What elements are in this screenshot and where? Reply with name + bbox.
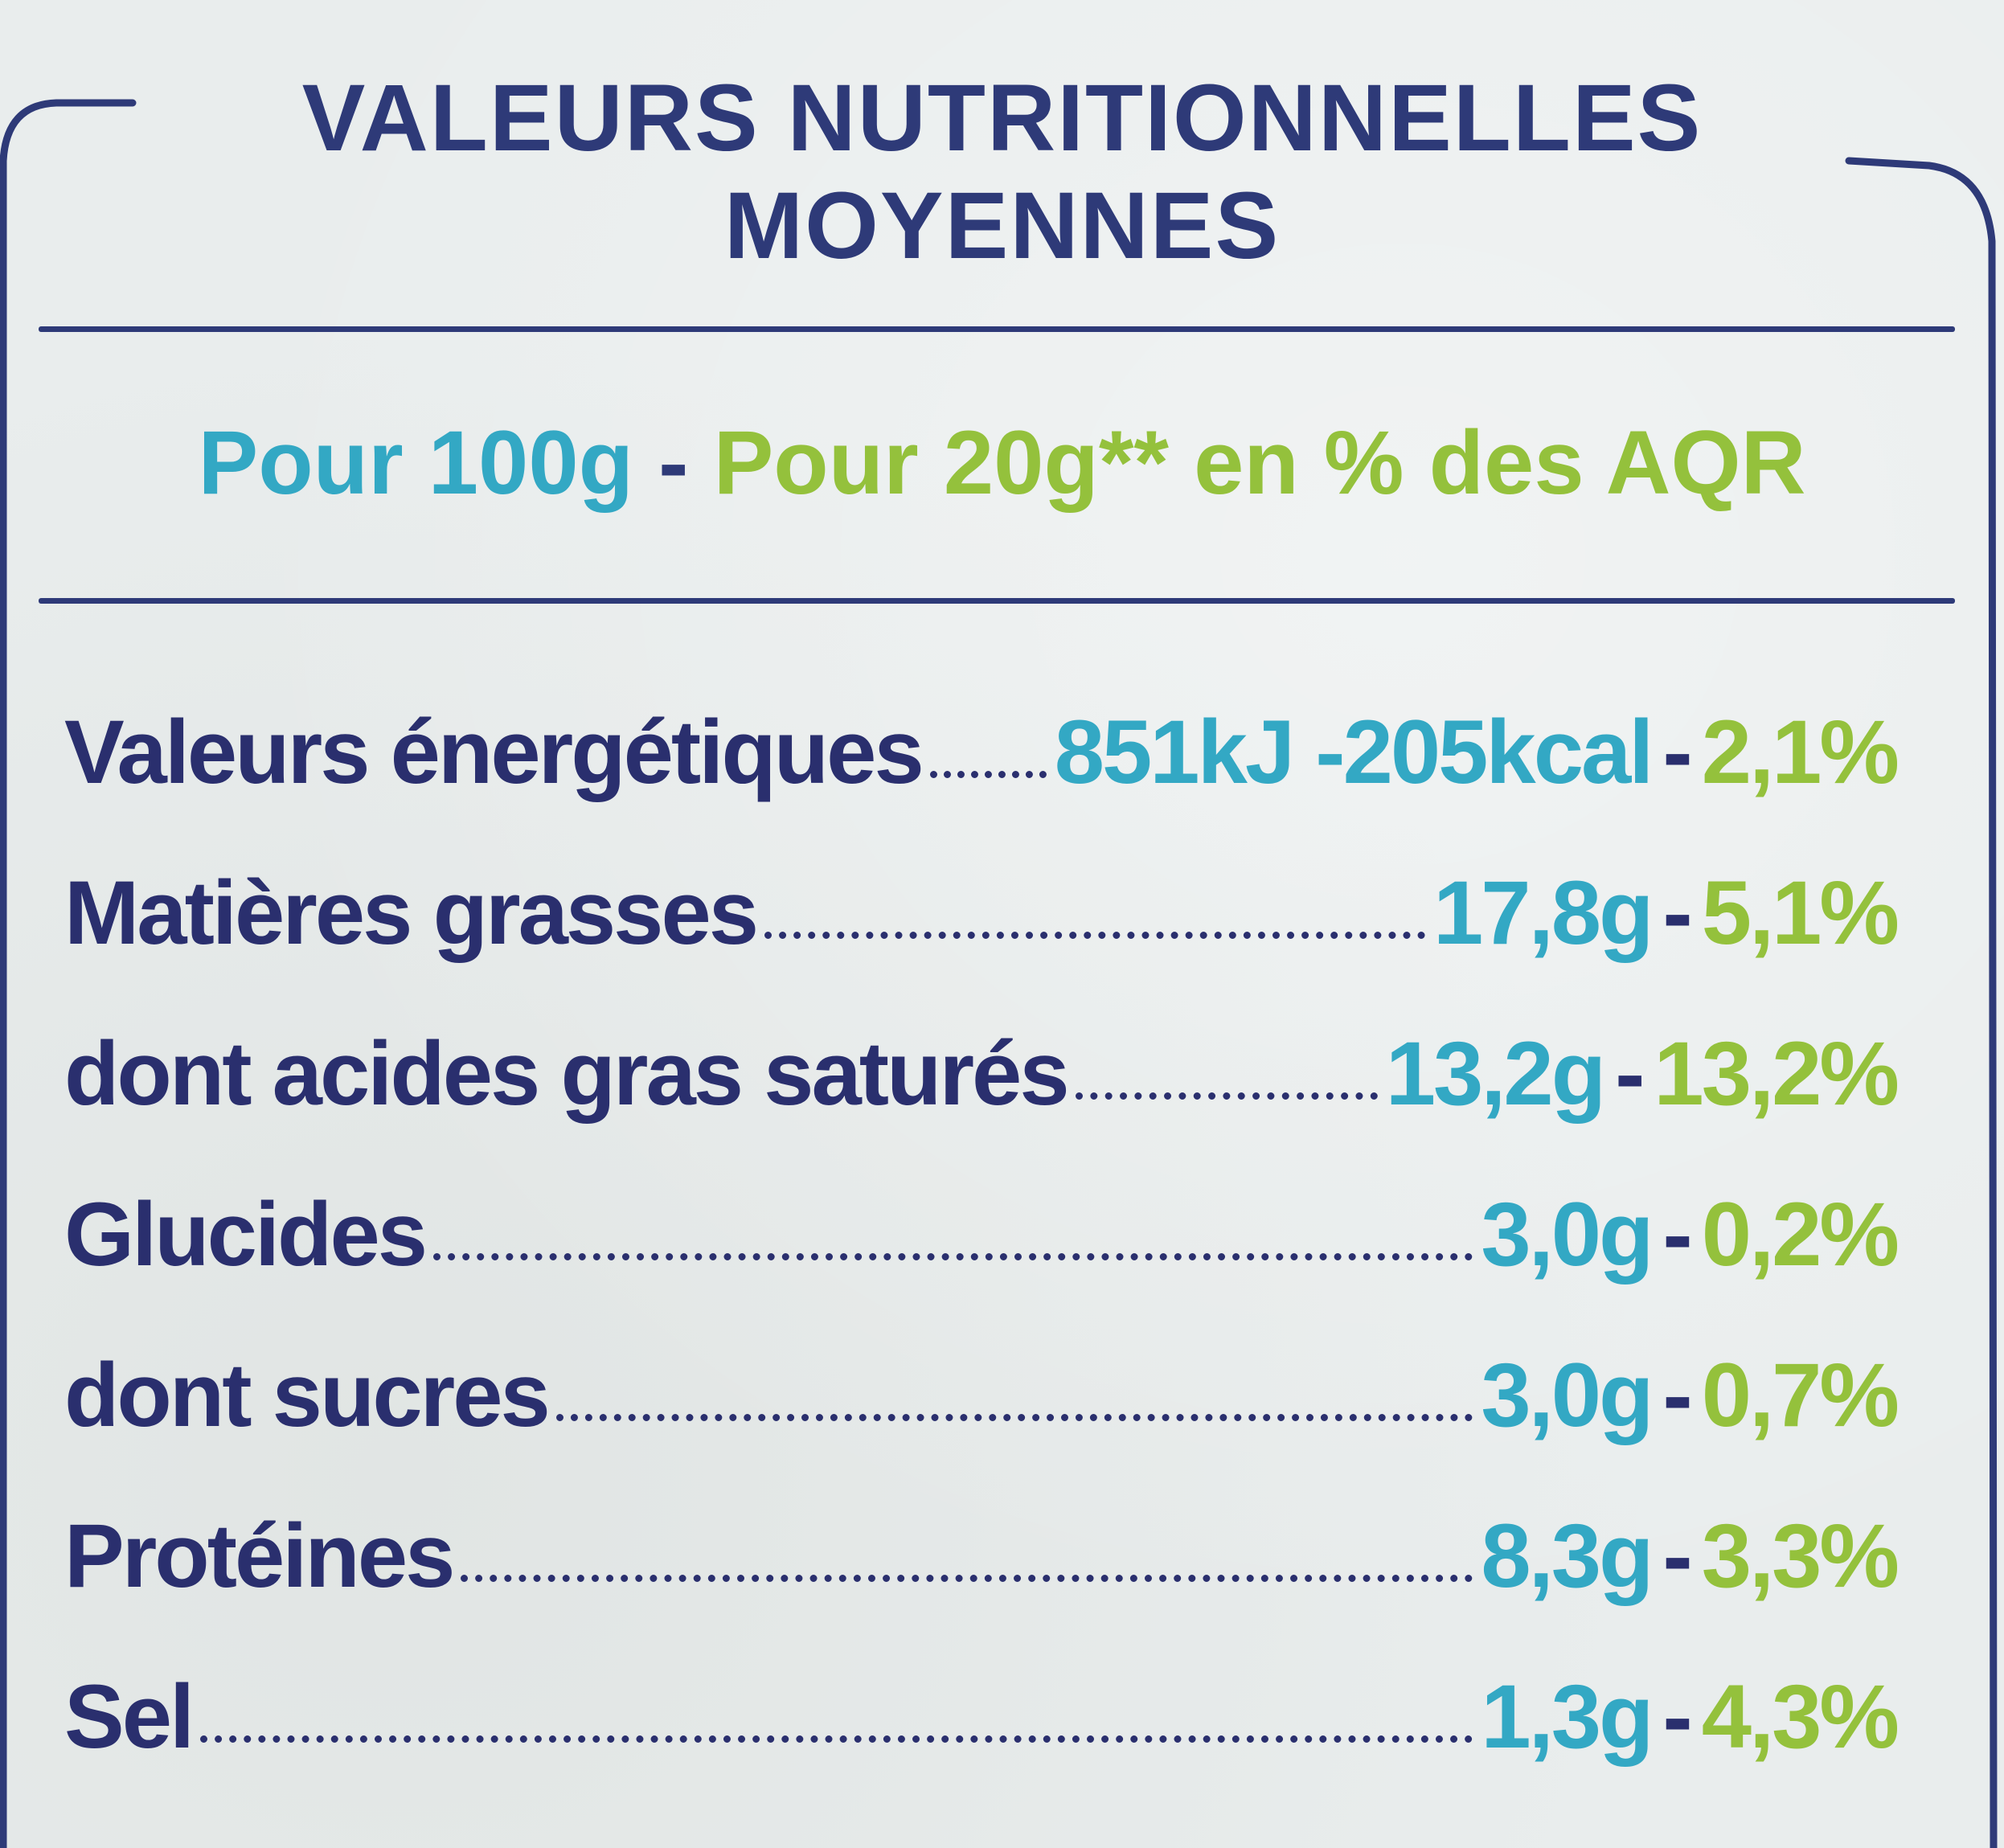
value-dash: -: [1662, 702, 1692, 802]
value-dash: -: [1662, 1506, 1692, 1606]
value-dash: -: [1662, 863, 1692, 963]
dot-leader: [555, 1414, 1473, 1421]
dot-leader: [461, 1575, 1473, 1582]
panel-title-line-2: MOYENNES: [723, 173, 1281, 279]
value-dash: -: [1615, 1023, 1645, 1124]
nutrient-value-100g: 851kJ -205kcal: [1054, 702, 1654, 802]
nutrient-name: Sel: [64, 1666, 195, 1767]
nutrient-value-100g: 17,8g: [1433, 863, 1654, 963]
nutrient-value-100g: 3,0g: [1481, 1345, 1654, 1445]
nutrient-name: Valeurs énergétiques: [64, 702, 924, 802]
nutrient-row-energy: Valeurs énergétiques 851kJ -205kcal - 2,…: [64, 702, 1899, 812]
nutrient-row-fat: Matières grasses 17,8g - 5,1%: [64, 863, 1899, 973]
nutrient-name: Protéines: [64, 1506, 455, 1606]
nutrient-row-carbohydrates: Glucides 3,0g - 0,2%: [64, 1184, 1899, 1294]
value-dash: -: [1662, 1184, 1692, 1285]
nutrient-pct-aqr: 0,7%: [1701, 1345, 1899, 1445]
nutrient-row-saturated-fat: dont acides gras saturés 13,2g - 13,2%: [64, 1023, 1899, 1133]
basis-per-20g: Pour 20g** en % des AQR: [713, 412, 1806, 513]
nutrient-row-protein: Protéines 8,3g - 3,3%: [64, 1506, 1899, 1616]
value-dash: -: [1662, 1345, 1692, 1445]
nutrient-name: dont sucres: [64, 1345, 551, 1445]
nutrient-pct-aqr: 13,2%: [1654, 1023, 1899, 1124]
nutrient-pct-aqr: 2,1%: [1701, 702, 1899, 802]
nutrient-value-100g: 13,2g: [1385, 1023, 1606, 1124]
divider-bottom: [39, 598, 1955, 604]
nutrient-row-sugars: dont sucres 3,0g - 0,7%: [64, 1345, 1899, 1455]
nutrient-row-salt: Sel 1,3g - 4,3%: [64, 1666, 1899, 1776]
nutrient-pct-aqr: 5,1%: [1701, 863, 1899, 963]
panel-title-line-1: VALEURS NUTRITIONNELLES: [301, 65, 1703, 171]
nutrient-pct-aqr: 0,2%: [1701, 1184, 1899, 1285]
nutrient-name: Glucides: [64, 1184, 428, 1285]
nutrient-value-100g: 1,3g: [1481, 1666, 1654, 1767]
nutrient-value-100g: 8,3g: [1481, 1506, 1654, 1606]
dot-leader: [929, 771, 1047, 778]
nutrient-pct-aqr: 4,3%: [1701, 1666, 1899, 1767]
basis-separator: -: [658, 412, 689, 513]
nutrient-name: Matières grasses: [64, 863, 759, 963]
serving-basis: Pour 100g - Pour 20g** en % des AQR: [0, 418, 2004, 508]
divider-top: [39, 326, 1955, 332]
nutrient-pct-aqr: 3,3%: [1701, 1506, 1899, 1606]
dot-leader: [1075, 1092, 1378, 1100]
dot-leader: [200, 1735, 1473, 1743]
basis-per-100g: Pour 100g: [198, 412, 634, 513]
dot-leader: [764, 932, 1426, 939]
dot-leader: [433, 1253, 1473, 1260]
nutrient-name: dont acides gras saturés: [64, 1023, 1070, 1124]
value-dash: -: [1662, 1666, 1692, 1767]
nutrient-value-100g: 3,0g: [1481, 1184, 1654, 1285]
